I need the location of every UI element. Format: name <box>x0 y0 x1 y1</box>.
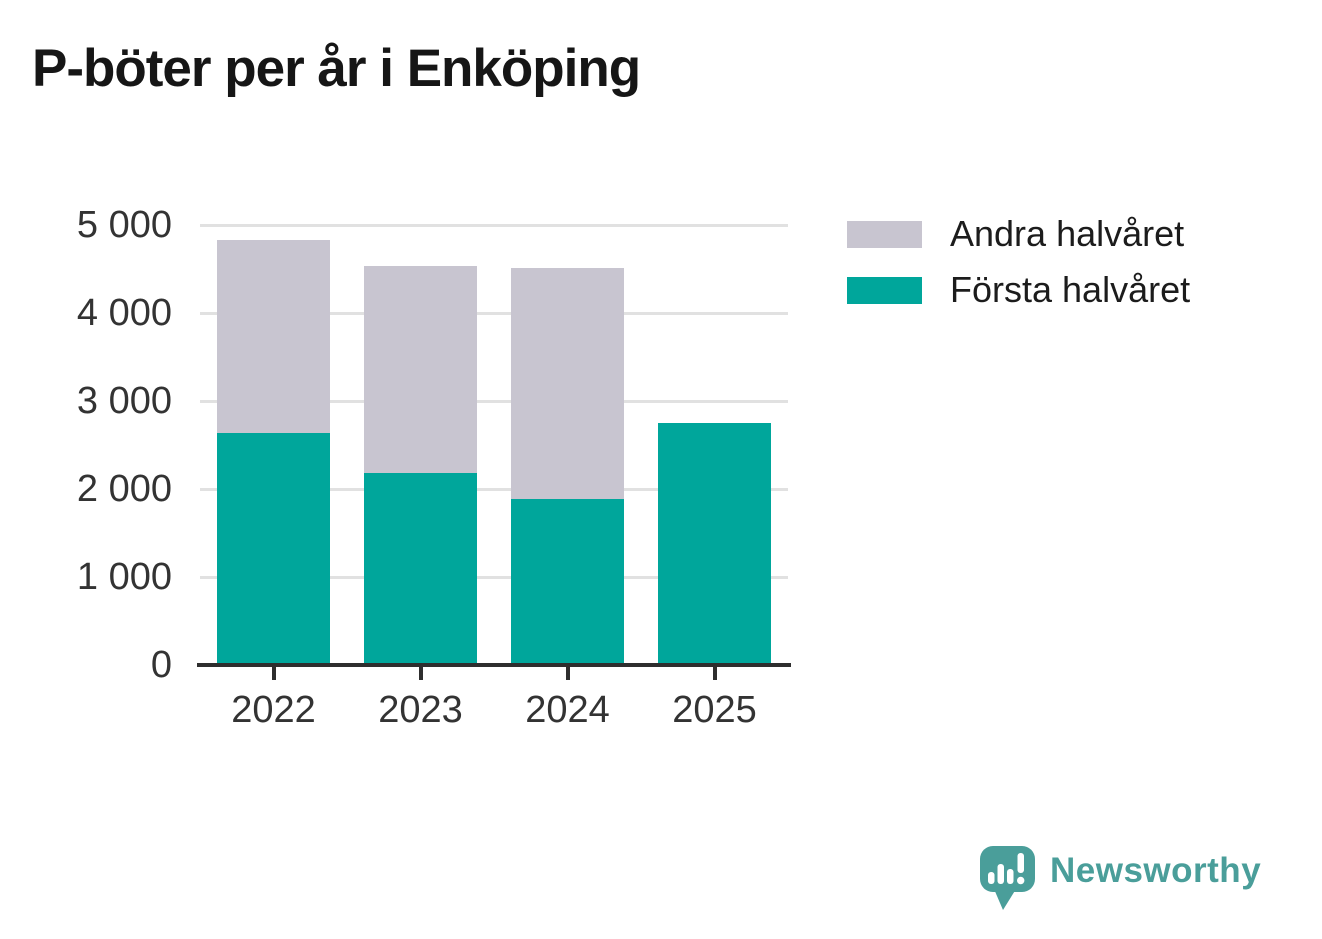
legend-label-forsta-halvaret: Första halvåret <box>950 269 1191 310</box>
x-tick-2022 <box>271 667 276 680</box>
y-axis-labels: 0 1 000 2 000 3 000 4 000 5 000 <box>20 204 172 686</box>
y-tick-label-5000: 5 000 <box>76 204 172 246</box>
legend: Andra halvåret Första halvåret <box>847 213 1190 329</box>
bar-segment-2025-första-halvåret <box>658 423 771 665</box>
bar-segment-2023-andra-halvåret <box>364 266 477 474</box>
x-axis-line <box>197 663 791 667</box>
legend-swatch-forsta-halvaret <box>847 276 922 304</box>
gridline-4000 <box>200 311 788 315</box>
legend-item-andra-halvaret: Andra halvåret <box>847 213 1190 254</box>
x-tick-label-2025: 2025 <box>672 689 757 731</box>
branding: Newsworthy <box>979 845 1261 913</box>
bar-segment-2022-första-halvåret <box>217 432 330 665</box>
legend-item-forsta-halvaret: Första halvåret <box>847 269 1190 310</box>
newsworthy-logo-text: Newsworthy <box>1050 851 1262 890</box>
bar-segment-2024-första-halvåret <box>511 498 624 665</box>
x-tick-label-2023: 2023 <box>378 689 463 731</box>
y-tick-label-3000: 3 000 <box>76 380 172 422</box>
legend-label-andra-halvaret: Andra halvåret <box>950 213 1185 254</box>
chart-title: P-böter per år i Enköping <box>32 39 641 98</box>
gridline-3000 <box>200 399 788 403</box>
y-tick-label-0: 0 <box>150 644 172 686</box>
x-tick-2023 <box>418 667 423 680</box>
gridline-2000 <box>200 487 788 491</box>
plot-area: 2022 2023 2024 2025 <box>197 223 791 731</box>
y-tick-label-4000: 4 000 <box>76 292 172 334</box>
x-tick-2025 <box>712 667 717 680</box>
legend-swatch-andra-halvaret <box>847 220 922 248</box>
bar-segment-2023-första-halvåret <box>364 473 477 665</box>
bar-segment-2022-andra-halvåret <box>217 239 330 433</box>
x-tick-2024 <box>565 667 570 680</box>
y-tick-label-1000: 1 000 <box>76 556 172 598</box>
x-tick-label-2024: 2024 <box>525 689 610 731</box>
gridline-1000 <box>200 575 788 579</box>
x-tick-label-2022: 2022 <box>231 689 316 731</box>
gridline-5000 <box>200 223 788 227</box>
newsworthy-logo-icon <box>980 846 1035 910</box>
bar-segment-2024-andra-halvåret <box>511 268 624 499</box>
y-tick-label-2000: 2 000 <box>76 468 172 510</box>
